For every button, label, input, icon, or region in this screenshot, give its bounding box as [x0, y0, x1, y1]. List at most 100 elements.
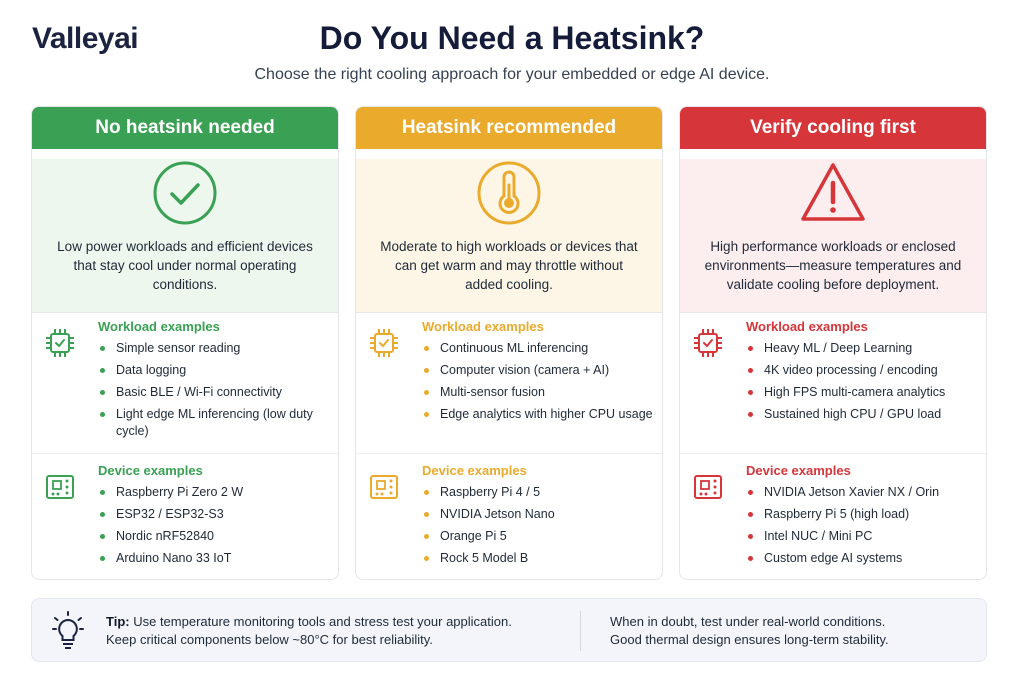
list-item-text: Nordic nRF52840: [116, 529, 214, 543]
bullet-dot: [424, 368, 429, 373]
bullet-dot: [748, 490, 753, 495]
workload-title: Workload examples: [746, 319, 868, 334]
list-item: Intel NUC / Mini PC: [746, 528, 986, 545]
list-item-text: Heavy ML / Deep Learning: [764, 341, 913, 355]
bullet-dot: [100, 556, 105, 561]
bullet-dot: [100, 390, 105, 395]
chip-icon: [370, 329, 398, 357]
list-item: Simple sensor reading: [98, 340, 338, 357]
device-title: Device examples: [422, 463, 527, 478]
list-item: Edge analytics with higher CPU usage: [422, 406, 662, 423]
list-item: NVIDIA Jetson Xavier NX / Orin: [746, 484, 986, 501]
bullet-dot: [748, 534, 753, 539]
workload-section: Workload examples Continuous ML inferenc…: [356, 319, 662, 428]
device-list: NVIDIA Jetson Xavier NX / Orin Raspberry …: [746, 484, 986, 567]
bullet-dot: [424, 390, 429, 395]
device-section: Device examples Raspberry Pi Zero 2 W ESP…: [32, 463, 338, 572]
bullet-dot: [748, 346, 753, 351]
divider: [32, 453, 338, 454]
tip-separator: [580, 611, 581, 651]
check-circle-icon: [153, 161, 217, 225]
list-item: 4K video processing / encoding: [746, 362, 986, 379]
device-title: Device examples: [98, 463, 203, 478]
lightbulb-icon: [52, 611, 84, 649]
list-item: Data logging: [98, 362, 338, 379]
device-list: Raspberry Pi 4 / 5 NVIDIA Jetson Nano Oran…: [422, 484, 662, 567]
bullet-dot: [100, 346, 105, 351]
circuit-board-icon: [370, 475, 398, 499]
card-summary: Moderate to high workloads or devices th…: [356, 159, 662, 313]
list-item-text: Raspberry Pi 4 / 5: [440, 485, 541, 499]
tip-line-2: Keep critical components below ~80°C for…: [106, 632, 433, 647]
list-item-text: Custom edge AI systems: [764, 551, 903, 565]
list-item: Orange Pi 5: [422, 528, 662, 545]
brand-logo: Valleyai: [32, 22, 139, 55]
workload-title: Workload examples: [98, 319, 220, 334]
bullet-dot: [100, 368, 105, 373]
list-item-text: Raspberry Pi Zero 2 W: [116, 485, 244, 499]
workload-section: Workload examples Simple sensor reading D…: [32, 319, 338, 445]
list-item-text: Data logging: [116, 363, 187, 377]
list-item: Heavy ML / Deep Learning: [746, 340, 986, 357]
list-item: Nordic nRF52840: [98, 528, 338, 545]
card-description: Moderate to high workloads or devices th…: [380, 239, 638, 292]
list-item: Multi-sensor fusion: [422, 384, 662, 401]
list-item: Rock 5 Model B: [422, 550, 662, 567]
list-item: Raspberry Pi 4 / 5: [422, 484, 662, 501]
bullet-dot: [424, 512, 429, 517]
tip-advice-line-2: Good thermal design ensures long-term st…: [610, 632, 889, 647]
card-heading: Heatsink recommended: [356, 107, 662, 149]
card-heading: No heatsink needed: [32, 107, 338, 149]
workload-list: Continuous ML inferencing Computer vision…: [422, 340, 662, 423]
workload-list: Heavy ML / Deep Learning 4K video process…: [746, 340, 986, 423]
tip-text: Tip: Use temperature monitoring tools an…: [106, 613, 512, 649]
bullet-dot: [424, 346, 429, 351]
bullet-dot: [424, 556, 429, 561]
chip-icon: [694, 329, 722, 357]
page-subtitle: Choose the right cooling approach for yo…: [254, 66, 770, 83]
workload-section: Workload examples Heavy ML / Deep Learni…: [680, 319, 986, 428]
card-summary: High performance workloads or enclosed e…: [680, 159, 986, 313]
list-item: Basic BLE / Wi-Fi connectivity: [98, 384, 338, 401]
list-item: Arduino Nano 33 IoT: [98, 550, 338, 567]
card-heading: Verify cooling first: [680, 107, 986, 149]
list-item: Computer vision (camera + AI): [422, 362, 662, 379]
list-item-text: High FPS multi-camera analytics: [764, 385, 946, 399]
device-list: Raspberry Pi Zero 2 W ESP32 / ESP32-S3 Nor…: [98, 484, 338, 567]
card-verify-cooling: Verify cooling first High performance wo…: [679, 106, 987, 580]
page-title: Do You Need a Heatsink?: [319, 20, 705, 56]
list-item-text: Continuous ML inferencing: [440, 341, 589, 355]
list-item-text: Edge analytics with higher CPU usage: [440, 407, 653, 421]
list-item-text: Rock 5 Model B: [440, 551, 529, 565]
list-item: Sustained high CPU / GPU load: [746, 406, 986, 423]
list-item: Continuous ML inferencing: [422, 340, 662, 357]
warning-triangle-icon: [801, 163, 865, 221]
list-item-text: Light edge ML inferencing (low duty cycl…: [116, 407, 313, 438]
list-item-text: Arduino Nano 33 IoT: [116, 551, 232, 565]
list-item-text: Computer vision (camera + AI): [440, 363, 610, 377]
bullet-dot: [748, 512, 753, 517]
bullet-dot: [748, 412, 753, 417]
bullet-dot: [100, 534, 105, 539]
list-item: Raspberry Pi Zero 2 W: [98, 484, 338, 501]
list-item-text: Multi-sensor fusion: [440, 385, 545, 399]
workload-title: Workload examples: [422, 319, 544, 334]
list-item: ESP32 / ESP32-S3: [98, 506, 338, 523]
list-item: Raspberry Pi 5 (high load): [746, 506, 986, 523]
card-summary: Low power workloads and efficient device…: [32, 159, 338, 313]
list-item: High FPS multi-camera analytics: [746, 384, 986, 401]
tip-banner: Tip: Use temperature monitoring tools an…: [31, 598, 987, 662]
bullet-dot: [424, 534, 429, 539]
chip-icon: [46, 329, 74, 357]
bullet-dot: [100, 490, 105, 495]
thermometer-icon: [477, 161, 541, 225]
list-item-text: Sustained high CPU / GPU load: [764, 407, 942, 421]
list-item-text: NVIDIA Jetson Nano: [440, 507, 555, 521]
list-item: Light edge ML inferencing (low duty cycl…: [98, 406, 338, 440]
list-item-text: ESP32 / ESP32-S3: [116, 507, 224, 521]
list-item-text: 4K video processing / encoding: [764, 363, 938, 377]
bullet-dot: [748, 556, 753, 561]
bullet-dot: [748, 368, 753, 373]
bullet-dot: [424, 490, 429, 495]
divider: [680, 453, 986, 454]
